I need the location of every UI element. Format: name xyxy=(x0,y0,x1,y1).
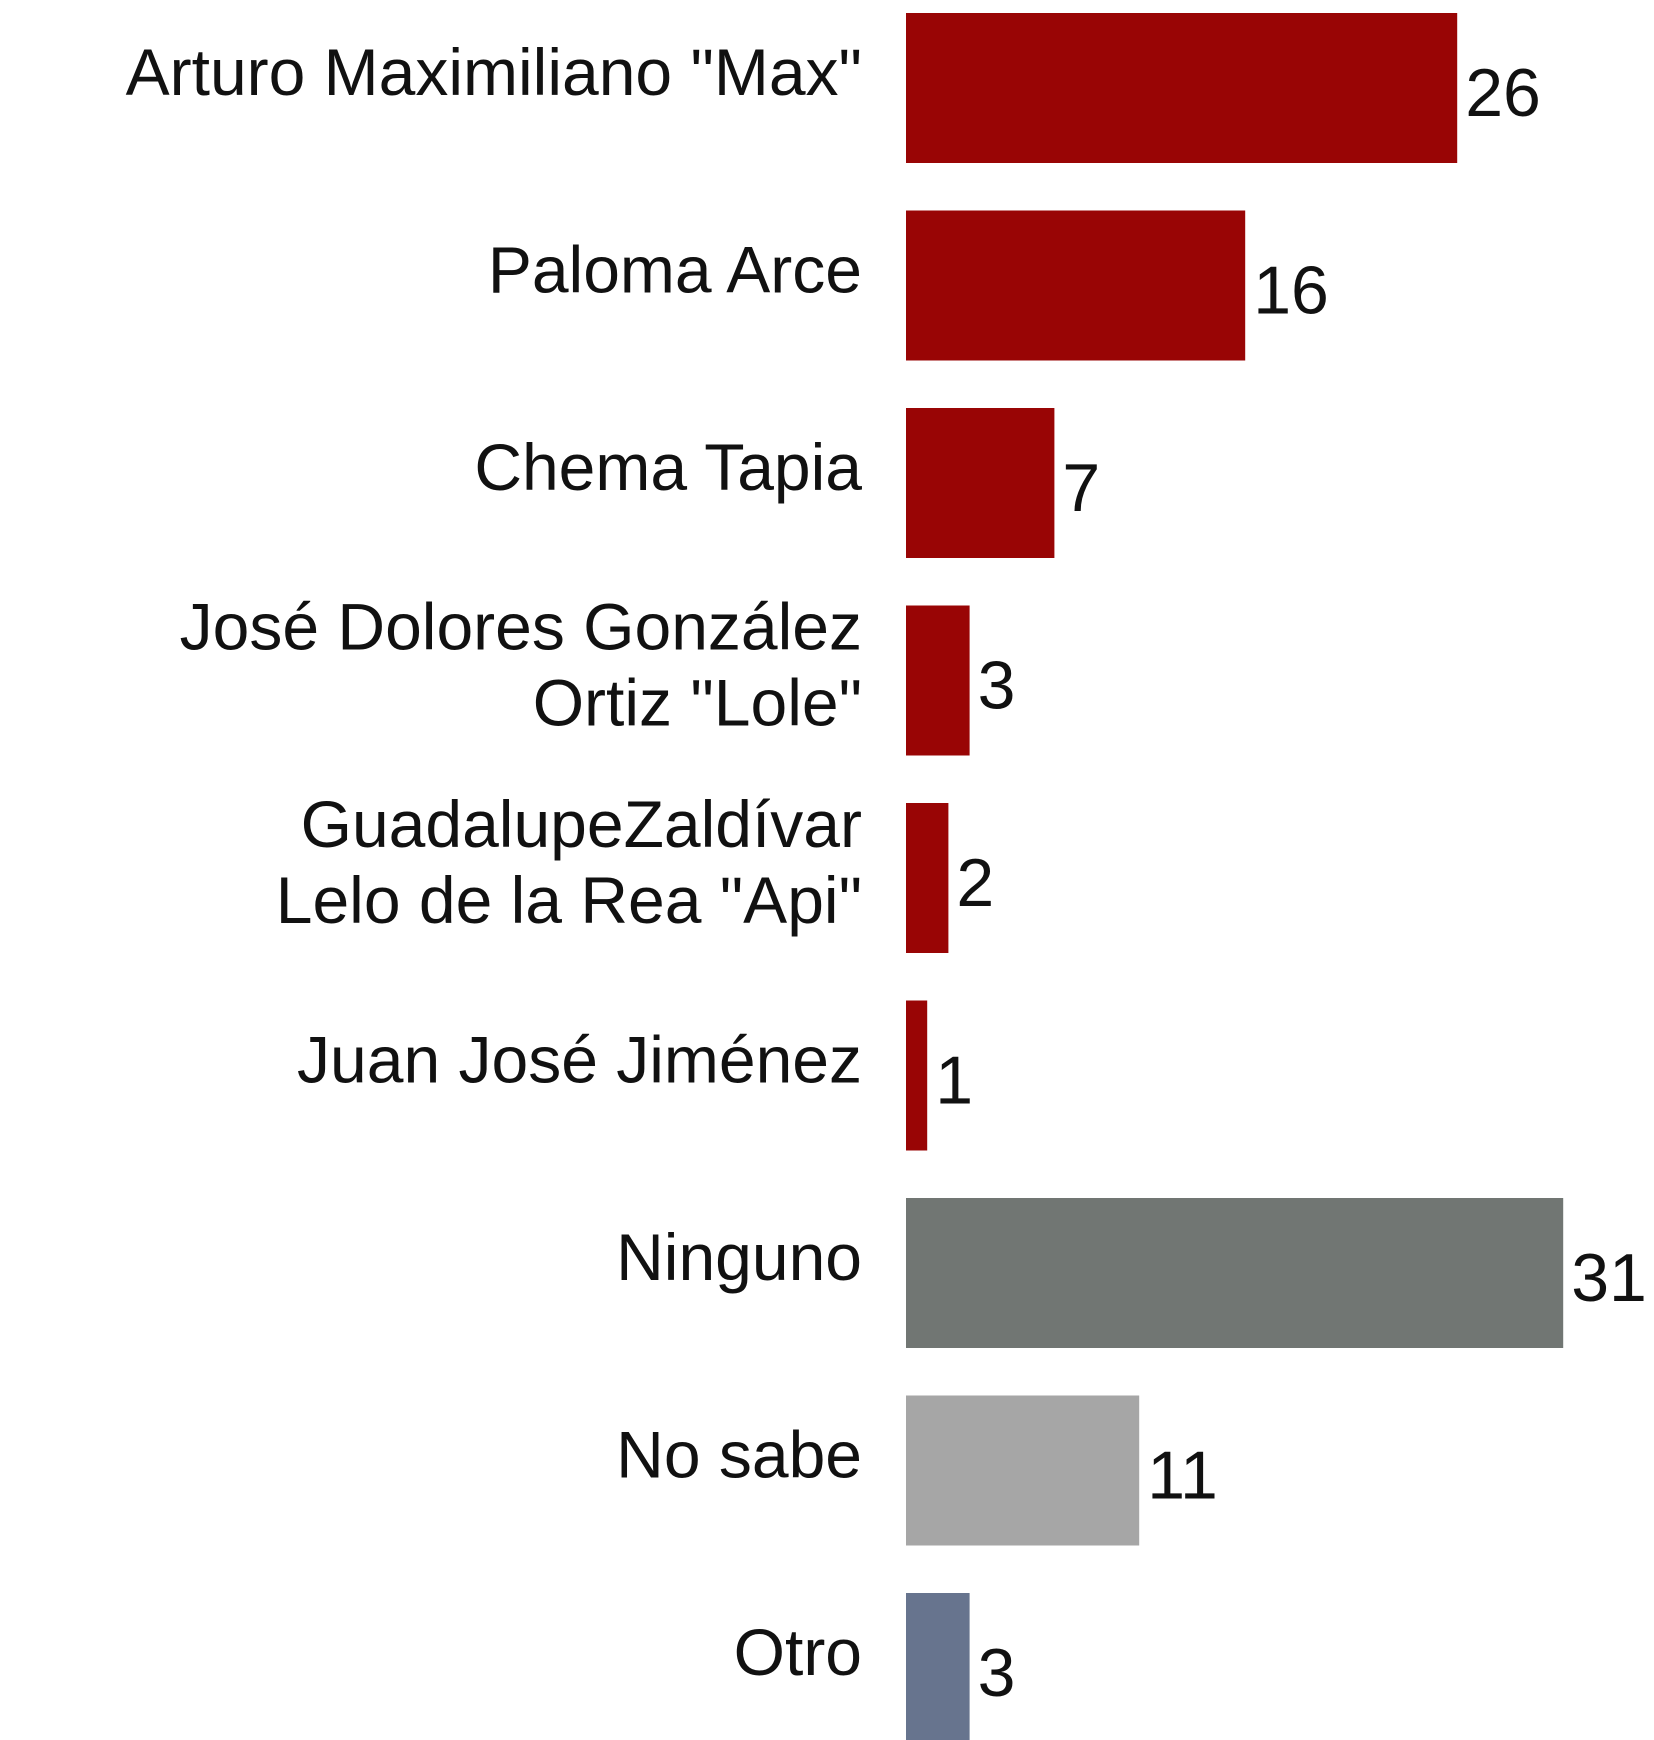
category-line: No sabe xyxy=(616,1418,862,1492)
category-label: Ninguno xyxy=(616,1220,862,1294)
category-line: Otro xyxy=(734,1615,862,1689)
value-label: 3 xyxy=(978,647,1016,723)
value-label: 3 xyxy=(978,1635,1016,1711)
category-line: Arturo Maximiliano "Max" xyxy=(126,35,862,109)
bar xyxy=(906,13,1458,163)
category-line: José Dolores González xyxy=(180,590,862,664)
bar xyxy=(906,408,1055,558)
category-line: Lelo de la Rea "Api" xyxy=(276,863,862,937)
category-line: Juan José Jiménez xyxy=(297,1023,862,1097)
category-label: Paloma Arce xyxy=(488,233,862,307)
value-label: 1 xyxy=(935,1042,973,1118)
category-label: No sabe xyxy=(616,1418,862,1492)
value-label: 16 xyxy=(1253,252,1329,328)
bar xyxy=(906,605,970,756)
value-label: 11 xyxy=(1147,1437,1218,1513)
value-label: 2 xyxy=(956,845,994,921)
bar xyxy=(906,1395,1140,1546)
bar xyxy=(906,803,949,953)
bar xyxy=(906,1198,1564,1348)
bar xyxy=(906,210,1246,361)
category-label: Arturo Maximiliano "Max" xyxy=(126,35,862,109)
category-line: Chema Tapia xyxy=(474,430,862,504)
category-line: Paloma Arce xyxy=(488,233,862,307)
bar xyxy=(906,1000,928,1151)
category-line: Ortiz "Lole" xyxy=(533,666,862,740)
category-line: Ninguno xyxy=(616,1220,862,1294)
value-label: 26 xyxy=(1465,55,1541,131)
category-label: Chema Tapia xyxy=(474,430,862,504)
category-label: José Dolores González Ortiz "Lole" xyxy=(180,590,862,740)
value-label: 31 xyxy=(1571,1240,1647,1316)
bar xyxy=(906,1593,970,1740)
value-label: 7 xyxy=(1062,450,1100,526)
category-label: Juan José Jiménez xyxy=(297,1023,862,1097)
category-line: GuadalupeZaldívar xyxy=(301,787,862,861)
category-label: Otro xyxy=(734,1615,862,1689)
category-label: GuadalupeZaldívar Lelo de la Rea "Api" xyxy=(276,787,862,937)
